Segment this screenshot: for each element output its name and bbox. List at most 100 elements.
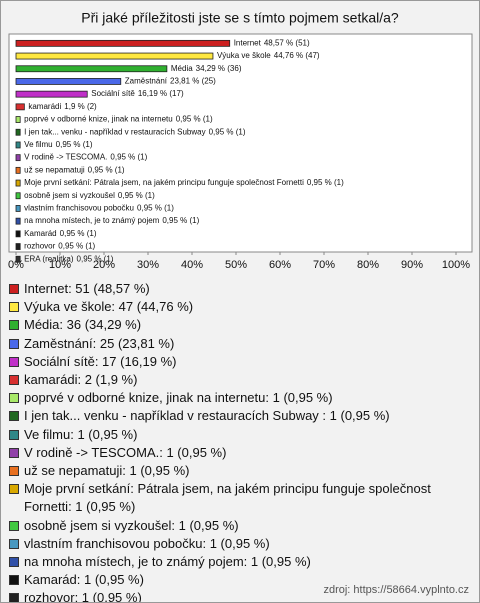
bar-label: vlastním franchisovou pobočku 0,95 % (1) <box>24 204 174 213</box>
value-label: 0,95 % (1) <box>137 204 174 213</box>
bar-label: Zaměstnání 23,81 % (25) <box>125 77 216 86</box>
legend-label: už se nepamatuji: 1 (0,95 %) <box>24 463 190 479</box>
bar-label: Sociální sítě 16,19 % (17) <box>91 89 184 98</box>
legend-label: Sociální sítě: 17 (16,19 %) <box>24 353 177 369</box>
legend-item: Moje první setkání: Pátrala jsem, na jak… <box>9 480 471 516</box>
bar <box>15 90 88 98</box>
bar <box>15 103 25 111</box>
x-tick-label: 20% <box>93 259 115 271</box>
x-tick-label: 60% <box>269 259 291 271</box>
legend-label: Ve filmu: 1 (0,95 %) <box>24 426 138 442</box>
legend-label: Internet: 51 (48,57 %) <box>24 281 150 296</box>
legend-swatch <box>9 466 19 477</box>
bar-label: na mnoha místech, je to známý pojem 0,95 … <box>24 216 199 225</box>
bar <box>15 230 21 238</box>
bar-label: Kamarád 0,95 % (1) <box>24 229 97 238</box>
legend-item: Ve filmu: 1 (0,95 %) <box>9 426 471 444</box>
legend-item: poprvé v odborné knize, jinak na interne… <box>9 389 471 407</box>
value-label: 0,95 % (1) <box>77 254 114 263</box>
legend-label: Média: 36 (34,29 %) <box>24 317 142 333</box>
value-label: 0,95 % (1) <box>88 165 125 174</box>
x-tick-label: 80% <box>357 259 379 271</box>
legend-item: Média: 36 (34,29 %) <box>9 316 471 334</box>
legend-swatch <box>9 393 19 404</box>
bar <box>15 39 231 47</box>
category-label: Sociální sítě <box>91 89 135 98</box>
category-label: Zaměstnání <box>125 77 168 86</box>
category-label: Moje první setkání: Pátrala jsem, na jak… <box>24 178 304 187</box>
legend-label: vlastním franchisovou pobočku: 1 (0,95 %… <box>24 535 270 551</box>
value-label: 0,95 % (1) <box>110 153 147 162</box>
legend-label: I jen tak... venku - například v restaur… <box>24 408 390 424</box>
chart: Při jaké příležitosti jste se s tímto po… <box>8 10 473 271</box>
category-label: už se nepamatuji <box>24 165 85 174</box>
legend-swatch <box>9 447 19 458</box>
value-label: 0,95 % (1) <box>58 242 95 251</box>
legend-swatch <box>9 484 19 495</box>
value-label: 44,76 % (47) <box>274 51 320 60</box>
legend-swatch <box>9 557 19 568</box>
value-label: 0,95 % (1) <box>56 140 93 149</box>
bar <box>15 179 21 187</box>
legend-label: osobně jsem si vyzkoušel: 1 (0,95 %) <box>24 517 239 533</box>
source: zdroj: https://58664.vyplnto.cz <box>323 584 469 596</box>
bar <box>15 65 168 73</box>
legend-item: Internet: 51 (48,57 %) <box>9 280 471 298</box>
legend-swatch <box>9 284 19 294</box>
legend-label: Moje první setkání: Pátrala jsem, na jak… <box>24 481 431 515</box>
category-label: Ve filmu <box>24 140 52 149</box>
value-label: 0,95 % (1) <box>176 115 213 124</box>
category-label: ERA (realitka) <box>24 254 74 263</box>
bar-label: kamarádi 1,9 % (2) <box>28 102 97 111</box>
x-tick-label: 10% <box>49 259 71 271</box>
legend-label: poprvé v odborné knize, jinak na interne… <box>24 390 333 406</box>
bar <box>15 141 21 149</box>
legend-swatch <box>9 356 19 367</box>
legend-item: Zaměstnání: 25 (23,81 %) <box>9 335 471 353</box>
bar <box>15 128 21 136</box>
category-label: osobně jsem si vyzkoušel <box>24 191 115 200</box>
category-label: vlastním franchisovou pobočku <box>24 204 134 213</box>
x-tick-label: 50% <box>225 259 247 271</box>
bar-label: Ve filmu 0,95 % (1) <box>24 140 93 149</box>
legend-swatch <box>9 411 19 422</box>
legend-item: I jen tak... venku - například v restaur… <box>9 407 471 425</box>
value-label: 0,95 % (1) <box>60 229 97 238</box>
category-label: I jen tak... venku - například v restaur… <box>24 127 205 136</box>
x-tick-label: 40% <box>181 259 203 271</box>
x-tick-label: 90% <box>401 259 423 271</box>
value-label: 0,95 % (1) <box>209 127 246 136</box>
bar <box>15 205 21 212</box>
legend-label: Kamarád: 1 (0,95 %) <box>24 572 144 588</box>
legend-swatch <box>9 593 19 602</box>
value-label: 0,95 % (1) <box>118 191 155 200</box>
bar <box>15 116 21 123</box>
category-label: V rodině -> TESCOMA. <box>24 153 107 162</box>
legend-swatch <box>9 302 19 313</box>
legend-item: V rodině -> TESCOMA.: 1 (0,95 %) <box>9 444 471 462</box>
bar-label: V rodině -> TESCOMA. 0,95 % (1) <box>24 153 147 162</box>
legend-item: kamarádi: 2 (1,9 %) <box>9 371 471 389</box>
bar <box>15 255 21 263</box>
bar-label: Výuka ve škole 44,76 % (47) <box>217 51 320 60</box>
bar <box>15 78 122 85</box>
category-label: rozhovor <box>24 242 55 251</box>
legend-swatch <box>9 538 19 549</box>
legend-item: osobně jsem si vyzkoušel: 1 (0,95 %) <box>9 517 471 535</box>
value-label: 1,9 % (2) <box>64 102 97 111</box>
category-label: na mnoha místech, je to známý pojem <box>24 216 160 225</box>
value-label: 16,19 % (17) <box>138 89 184 98</box>
legend-item: na mnoha místech, je to známý pojem: 1 (… <box>9 553 471 571</box>
x-tick-label: 70% <box>313 259 335 271</box>
legend-item: Kamarád: 1 (0,95 %) <box>9 571 471 589</box>
bar-label: už se nepamatuji 0,95 % (1) <box>24 165 125 174</box>
legend-swatch <box>9 575 19 586</box>
x-tick-label: 30% <box>137 259 159 271</box>
legend-label: rozhovor: 1 (0,95 %) <box>24 590 142 603</box>
bar-label: poprvé v odborné knize, jinak na interne… <box>24 115 213 124</box>
value-label: 0,95 % (1) <box>162 216 199 225</box>
bar <box>15 166 21 174</box>
legend-swatch <box>9 520 19 531</box>
bar <box>15 243 21 250</box>
value-label: 34,29 % (36) <box>196 64 242 73</box>
